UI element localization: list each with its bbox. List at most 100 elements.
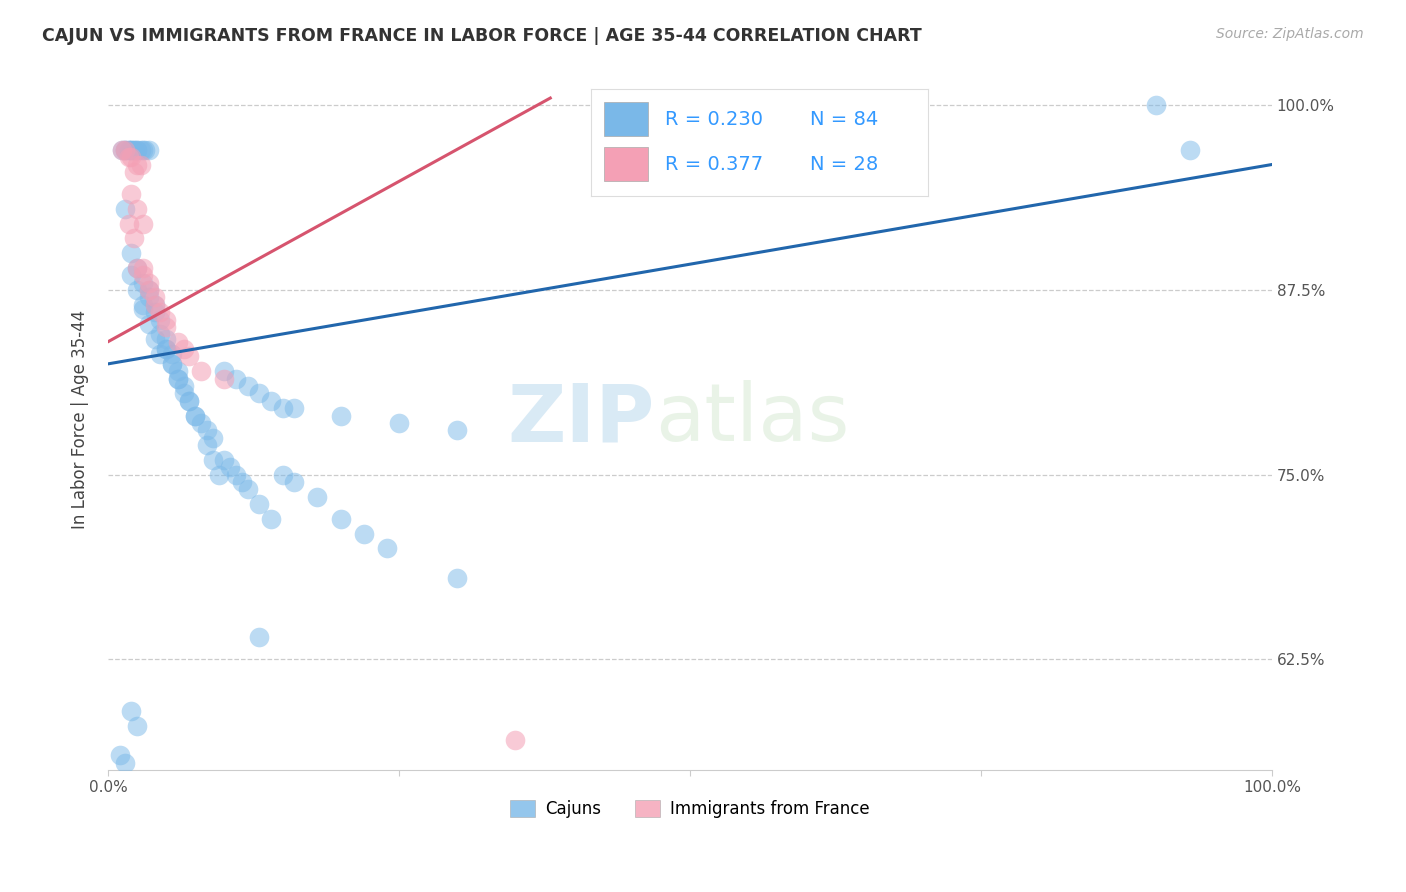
Point — [155, 342, 177, 356]
Text: CAJUN VS IMMIGRANTS FROM FRANCE IN LABOR FORCE | AGE 35-44 CORRELATION CHART: CAJUN VS IMMIGRANTS FROM FRANCE IN LABOR… — [42, 27, 922, 45]
Point — [155, 312, 177, 326]
Point — [138, 283, 160, 297]
Text: N = 28: N = 28 — [810, 154, 879, 174]
Point — [271, 401, 294, 416]
Point — [166, 334, 188, 349]
Text: Source: ZipAtlas.com: Source: ZipAtlas.com — [1216, 27, 1364, 41]
Point — [236, 483, 259, 497]
Point — [231, 475, 253, 489]
Text: R = 0.377: R = 0.377 — [665, 154, 763, 174]
Point — [219, 460, 242, 475]
Point — [149, 346, 172, 360]
Point — [149, 305, 172, 319]
Point — [173, 379, 195, 393]
Point — [179, 393, 201, 408]
Point — [1180, 143, 1202, 157]
Point — [214, 371, 236, 385]
Point — [446, 423, 468, 437]
Point — [283, 401, 305, 416]
Point — [118, 143, 141, 157]
Point — [195, 423, 218, 437]
Point — [132, 302, 155, 317]
Point — [111, 143, 134, 157]
Point — [214, 453, 236, 467]
Point — [160, 346, 183, 360]
Point — [122, 143, 145, 157]
Point — [329, 409, 352, 423]
Point — [127, 260, 149, 275]
Point — [260, 512, 283, 526]
Point — [149, 327, 172, 342]
Point — [129, 143, 152, 157]
Point — [207, 467, 229, 482]
Point — [214, 364, 236, 378]
Point — [120, 704, 142, 718]
Point — [247, 386, 270, 401]
Text: R = 0.230: R = 0.230 — [665, 110, 763, 128]
Point — [118, 143, 141, 157]
Point — [143, 305, 166, 319]
Point — [149, 312, 172, 326]
Point — [111, 143, 134, 157]
Point — [127, 157, 149, 171]
Point — [122, 165, 145, 179]
Point — [120, 143, 142, 157]
Point — [118, 150, 141, 164]
Point — [160, 357, 183, 371]
Point — [122, 143, 145, 157]
Point — [120, 150, 142, 164]
Point — [114, 756, 136, 770]
Point — [201, 431, 224, 445]
Point — [138, 290, 160, 304]
Point — [446, 571, 468, 585]
Point — [201, 453, 224, 467]
Point — [108, 748, 131, 763]
Point — [247, 497, 270, 511]
Point — [179, 350, 201, 364]
Point — [138, 283, 160, 297]
Point — [118, 217, 141, 231]
Point — [120, 143, 142, 157]
Point — [129, 157, 152, 171]
Point — [173, 342, 195, 356]
Point — [166, 371, 188, 385]
Point — [132, 276, 155, 290]
Point — [166, 364, 188, 378]
Point — [225, 371, 247, 385]
Point — [388, 416, 411, 430]
Point — [132, 268, 155, 283]
Point — [127, 202, 149, 216]
Point — [173, 386, 195, 401]
Point — [134, 143, 156, 157]
Point — [120, 246, 142, 260]
Point — [505, 733, 527, 747]
Text: N = 84: N = 84 — [810, 110, 879, 128]
Point — [127, 719, 149, 733]
Point — [127, 143, 149, 157]
Point — [260, 393, 283, 408]
Bar — [605, 147, 648, 181]
Point — [1144, 98, 1167, 112]
Point — [225, 467, 247, 482]
Text: atlas: atlas — [655, 380, 849, 458]
Point — [138, 317, 160, 331]
Point — [127, 283, 149, 297]
Point — [127, 143, 149, 157]
Point — [329, 512, 352, 526]
Point — [132, 298, 155, 312]
Bar — [605, 102, 648, 136]
Point — [143, 298, 166, 312]
Point — [184, 409, 207, 423]
Point — [155, 342, 177, 356]
Point — [114, 143, 136, 157]
Point — [195, 438, 218, 452]
Point — [114, 143, 136, 157]
Y-axis label: In Labor Force | Age 35-44: In Labor Force | Age 35-44 — [72, 310, 89, 529]
Point — [160, 357, 183, 371]
Point — [138, 143, 160, 157]
Point — [143, 298, 166, 312]
Point — [114, 143, 136, 157]
Text: ZIP: ZIP — [508, 380, 655, 458]
Point — [283, 475, 305, 489]
Point — [353, 526, 375, 541]
